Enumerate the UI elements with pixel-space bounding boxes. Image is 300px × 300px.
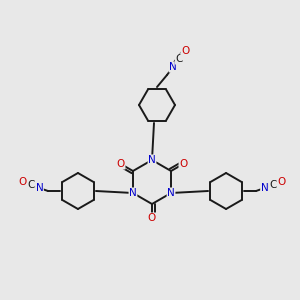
Text: O: O [148,213,156,223]
Text: O: O [179,159,187,169]
Text: C: C [27,180,34,190]
Text: N: N [167,188,175,198]
Text: N: N [261,183,268,193]
Text: O: O [18,177,27,187]
Text: N: N [129,188,137,198]
Text: C: C [175,54,183,64]
Text: N: N [169,62,177,72]
Text: O: O [278,177,286,187]
Text: N: N [148,155,156,165]
Text: O: O [117,159,125,169]
Text: C: C [269,180,277,190]
Text: O: O [181,46,189,56]
Text: N: N [36,183,43,193]
